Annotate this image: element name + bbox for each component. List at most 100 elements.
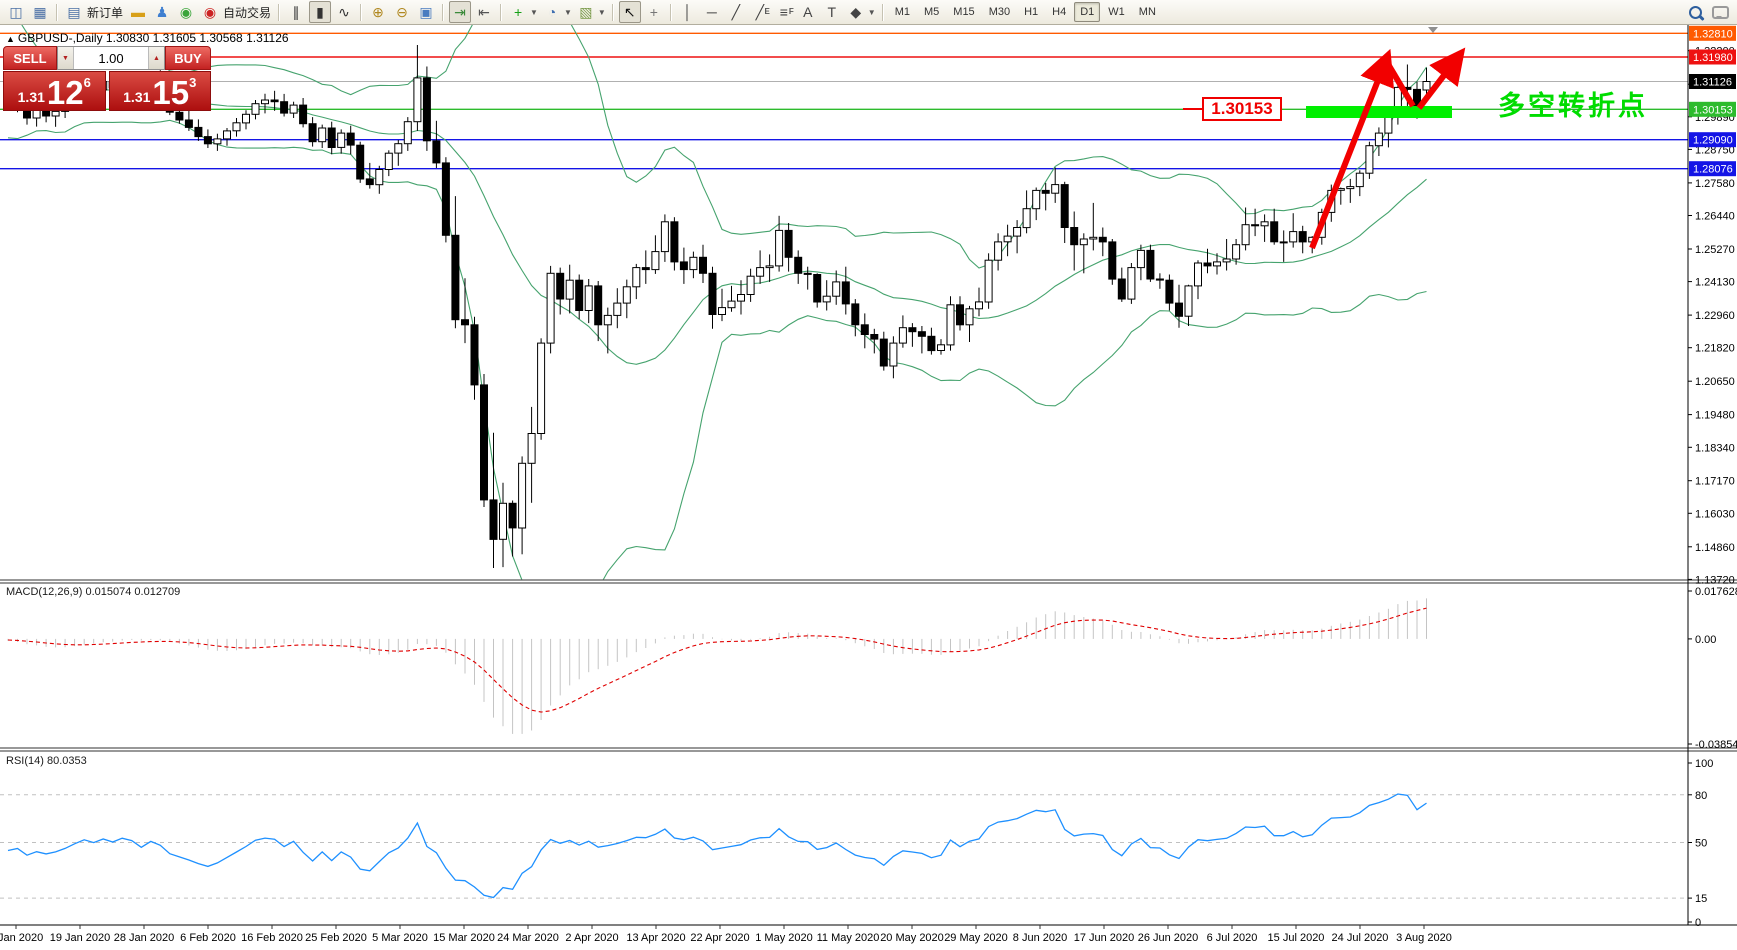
- symbol-ohlc-text: GBPUSD-,Daily 1.30830 1.31605 1.30568 1.…: [17, 31, 289, 45]
- profiles-icon[interactable]: ▦: [33, 4, 47, 20]
- trendline-icon[interactable]: ╱: [731, 4, 741, 20]
- arrows-icon[interactable]: ◆: [850, 4, 862, 20]
- toolbar-separator: [360, 3, 363, 21]
- timeframe-H4[interactable]: H4: [1052, 6, 1067, 18]
- dropdown-caret-icon[interactable]: ▼: [530, 7, 538, 17]
- search-icon[interactable]: [1689, 6, 1702, 19]
- crosshair-icon[interactable]: +: [649, 4, 658, 20]
- svg-text:8 Jun 2020: 8 Jun 2020: [1013, 932, 1067, 944]
- sell-price-panel[interactable]: 1.31 12 6: [3, 71, 106, 111]
- svg-text:-0.038549: -0.038549: [1695, 739, 1737, 751]
- svg-text:1.13720: 1.13720: [1695, 574, 1735, 586]
- svg-text:29 May 2020: 29 May 2020: [944, 932, 1008, 944]
- line-chart-icon[interactable]: ∿: [338, 4, 350, 20]
- auto-scroll-icon[interactable]: ⇥: [449, 1, 472, 23]
- zoom-out-icon[interactable]: ⊖: [396, 4, 408, 20]
- toolbar-separator: [278, 3, 281, 21]
- autotrade-icon-label[interactable]: 自动交易: [223, 5, 272, 20]
- timeframe-M15[interactable]: M15: [953, 6, 975, 18]
- channel-icon[interactable]: ╱ E: [755, 4, 770, 20]
- buy-button[interactable]: BUY: [165, 46, 211, 70]
- svg-text:1.26440: 1.26440: [1695, 211, 1735, 223]
- svg-text:15 Jul 2020: 15 Jul 2020: [1268, 932, 1325, 944]
- autotrade-icon[interactable]: ◉: [203, 4, 217, 20]
- new-order-icon-label[interactable]: 新订单: [87, 5, 124, 20]
- svg-text:1.16030: 1.16030: [1695, 508, 1735, 520]
- svg-text:50: 50: [1695, 838, 1707, 850]
- buy-price-big: 15: [152, 73, 190, 111]
- timeframe-M1[interactable]: M1: [894, 6, 910, 18]
- svg-text:1.31126: 1.31126: [1693, 77, 1732, 89]
- candlestick-chart-icon[interactable]: ▮: [309, 1, 332, 23]
- sell-price-sup: 6: [83, 75, 91, 90]
- svg-text:1.25270: 1.25270: [1695, 244, 1735, 256]
- timeframe-D1[interactable]: D1: [1074, 2, 1101, 22]
- svg-text:1.30153: 1.30153: [1693, 104, 1733, 116]
- svg-text:0.017628: 0.017628: [1695, 586, 1737, 598]
- price-annotation-box[interactable]: 1.30153: [1202, 97, 1282, 121]
- sell-price-big: 12: [46, 73, 84, 111]
- pivot-note-text[interactable]: 多空转折点: [1498, 91, 1648, 121]
- zoom-in-icon[interactable]: ⊕: [372, 4, 384, 20]
- svg-text:11 May 2020: 11 May 2020: [817, 932, 880, 944]
- collapse-triangle-icon[interactable]: ▲: [6, 34, 15, 44]
- dropdown-caret-icon[interactable]: ▼: [867, 7, 876, 17]
- text-icon[interactable]: A: [803, 4, 813, 20]
- svg-text:0: 0: [1695, 917, 1701, 929]
- dropdown-caret-icon[interactable]: ▼: [597, 7, 606, 17]
- indicators-icon[interactable]: +: [513, 4, 523, 20]
- svg-text:5 Mar 2020: 5 Mar 2020: [372, 932, 428, 944]
- svg-text:1.18340: 1.18340: [1695, 442, 1735, 454]
- svg-text:25 Feb 2020: 25 Feb 2020: [305, 932, 367, 944]
- text-label-icon[interactable]: T: [827, 4, 837, 20]
- volume-input[interactable]: [74, 47, 148, 69]
- svg-text:1.29090: 1.29090: [1693, 135, 1733, 147]
- timeframe-H1[interactable]: H1: [1024, 6, 1039, 18]
- vertical-line-icon[interactable]: │: [683, 4, 693, 20]
- svg-text:24 Mar 2020: 24 Mar 2020: [497, 932, 559, 944]
- timeframe-MN[interactable]: MN: [1138, 6, 1156, 18]
- signal-icon[interactable]: ◉: [179, 4, 193, 20]
- svg-text:1 May 2020: 1 May 2020: [755, 932, 812, 944]
- periods-icon[interactable]: ◔: [547, 4, 557, 20]
- templates-icon[interactable]: ▧: [579, 4, 593, 20]
- new-chart-icon[interactable]: ◫: [9, 4, 23, 20]
- community-icon[interactable]: ♟: [155, 4, 169, 20]
- gold-icon[interactable]: ▬: [131, 4, 146, 20]
- timeframe-M5[interactable]: M5: [924, 6, 940, 18]
- cursor-icon[interactable]: ↖: [618, 1, 641, 23]
- buy-price-small: 1.31: [123, 89, 151, 105]
- svg-text:16 Feb 2020: 16 Feb 2020: [241, 932, 303, 944]
- chat-icon[interactable]: [1712, 6, 1729, 19]
- svg-text:15 Mar 2020: 15 Mar 2020: [433, 932, 495, 944]
- dropdown-caret-icon[interactable]: ▼: [563, 7, 572, 17]
- svg-text:1.19480: 1.19480: [1695, 410, 1735, 422]
- timeframe-W1[interactable]: W1: [1108, 6, 1125, 18]
- sell-button[interactable]: SELL: [3, 46, 57, 70]
- svg-text:1.24130: 1.24130: [1695, 277, 1735, 289]
- bar-chart-icon[interactable]: ∥: [292, 4, 300, 20]
- volume-up-button[interactable]: ▲: [148, 47, 164, 69]
- svg-text:1.22960: 1.22960: [1695, 310, 1735, 322]
- tile-windows-icon[interactable]: ▣: [419, 4, 433, 20]
- volume-down-button[interactable]: ▼: [58, 47, 74, 69]
- buy-price-panel[interactable]: 1.31 15 3: [108, 71, 211, 111]
- svg-text:17 Jun 2020: 17 Jun 2020: [1074, 932, 1135, 944]
- new-order-icon[interactable]: ▤: [67, 4, 81, 20]
- macd-indicator-label: MACD(12,26,9) 0.015074 0.012709: [6, 586, 181, 598]
- toolbar-separator: [500, 3, 503, 21]
- svg-text:6 Jul 2020: 6 Jul 2020: [1207, 932, 1258, 944]
- fibonacci-icon[interactable]: ≡ F: [779, 4, 794, 20]
- chart-shift-icon[interactable]: ⇤: [478, 4, 490, 20]
- horizontal-line-icon[interactable]: ─: [706, 4, 717, 20]
- sell-price-small: 1.31: [17, 89, 45, 105]
- svg-text:19 Jan 2020: 19 Jan 2020: [50, 932, 111, 944]
- toolbar-separator: [669, 3, 672, 21]
- buy-price-sup: 3: [189, 75, 197, 90]
- svg-text:24 Jul 2020: 24 Jul 2020: [1332, 932, 1389, 944]
- svg-text:6 Feb 2020: 6 Feb 2020: [180, 932, 236, 944]
- svg-text:28 Jan 2020: 28 Jan 2020: [114, 932, 175, 944]
- svg-text:1.32810: 1.32810: [1693, 28, 1733, 40]
- timeframe-M30[interactable]: M30: [988, 6, 1011, 18]
